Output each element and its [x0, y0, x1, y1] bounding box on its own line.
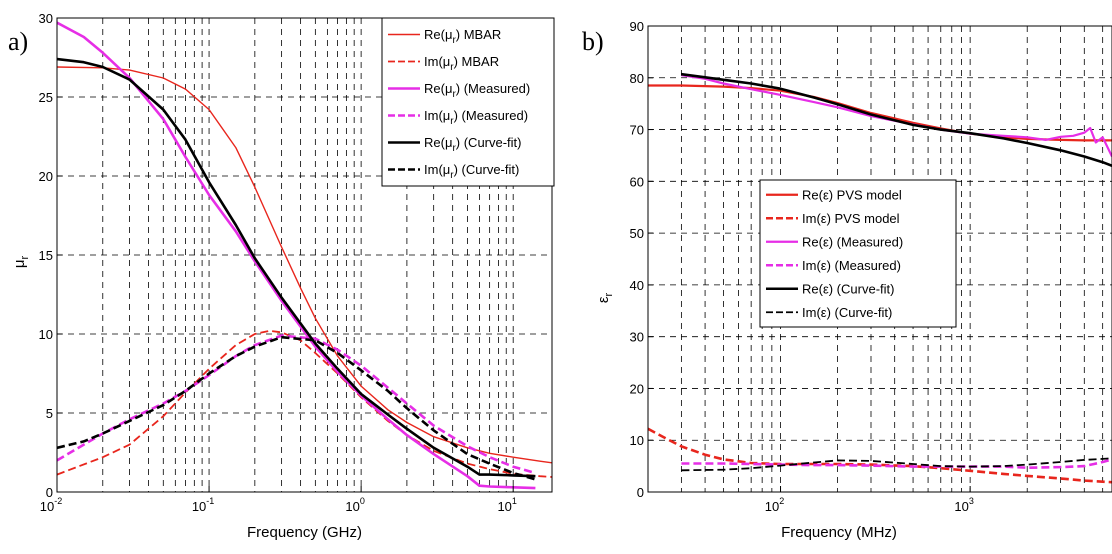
series-line-0 [57, 66, 552, 464]
legend-box [381, 17, 555, 187]
x-tick-label: 10-1 [192, 496, 214, 514]
series-line-1 [57, 329, 552, 478]
legend-entry: Im(μr) MBAR [424, 54, 499, 73]
y-tick-label: 90 [630, 19, 644, 34]
x-tick-label: 102 [765, 496, 784, 514]
series-line-2 [57, 21, 536, 490]
series-line-2 [681, 74, 1112, 157]
x-axis-label: Frequency (MHz) [781, 524, 897, 541]
x-tick-label: 103 [954, 496, 973, 514]
legend: Re(μr) MBAR Im(μr) MBAR Re(μr) (Measured) I… [381, 17, 555, 187]
y-tick-label: 10 [39, 327, 53, 342]
legend-entry: Re(μr) (Measured) [424, 81, 530, 100]
y-tick-label: 30 [39, 11, 53, 26]
y-axis-label: εr [595, 292, 615, 303]
legend-entry: Re(ε) (Curve-fit) [802, 281, 894, 296]
series-line-4 [681, 72, 1112, 168]
legend-entry: Im(ε) PVS model [802, 211, 900, 226]
legend-entry: Im(μr) (Measured) [424, 108, 528, 127]
series-line-3 [57, 334, 536, 475]
y-tick-label: 10 [630, 433, 644, 448]
series-group [648, 72, 1112, 484]
y-tick-label: 25 [39, 90, 53, 105]
legend-entry: Im(μr) (Curve-fit) [424, 162, 519, 181]
y-tick-label: 50 [630, 226, 644, 241]
y-tick-label: 5 [46, 406, 53, 421]
y-tick-label: 0 [637, 485, 644, 500]
y-tick-label: 15 [39, 248, 53, 263]
x-tick-label: 101 [497, 496, 516, 514]
x-tick-label: 10-2 [40, 496, 62, 514]
panel-letter: a) [8, 27, 28, 56]
legend-entry: Re(ε) PVS model [802, 187, 902, 202]
series-line-3 [681, 458, 1112, 469]
y-axis-label: μr [11, 256, 31, 269]
y-tick-label: 60 [630, 174, 644, 189]
y-tick-label: 20 [630, 381, 644, 396]
series-line-4 [57, 57, 536, 478]
legend-entry: Re(ε) (Measured) [802, 234, 903, 249]
series-line-5 [681, 457, 1112, 472]
x-tick-label: 100 [345, 496, 364, 514]
legend-entry: Im(ε) (Measured) [802, 258, 901, 273]
chart-panel-a: 0 5 10 15 20 25 30 10-2 10-1 100 101 Frequency (GHz… [8, 11, 555, 541]
y-tick-label: 40 [630, 278, 644, 293]
series-line-0 [648, 84, 1112, 142]
y-tick-label: 0 [46, 485, 53, 500]
y-tick-label: 20 [39, 169, 53, 184]
series-group [57, 21, 552, 490]
legend-entry: Re(μr) (Curve-fit) [424, 135, 522, 154]
y-tick-label: 30 [630, 330, 644, 345]
y-tick-label: 70 [630, 123, 644, 138]
x-axis-label: Frequency (GHz) [247, 524, 362, 541]
chart-panel-b: 0 10 20 30 40 50 60 70 80 90 102 103 Frequency (MHz)… [582, 19, 1112, 541]
legend-entry: Re(μr) MBAR [424, 27, 501, 46]
series-line-1 [648, 427, 1112, 484]
y-tick-label: 80 [630, 71, 644, 86]
plot-frame [647, 25, 1112, 493]
legend-box [759, 179, 957, 328]
series-line-5 [57, 335, 536, 481]
legend: Re(ε) PVS model Im(ε) PVS model Re(ε) (Mea… [759, 179, 957, 328]
panel-letter: b) [582, 27, 604, 56]
legend-entry: Im(ε) (Curve-fit) [802, 305, 892, 320]
